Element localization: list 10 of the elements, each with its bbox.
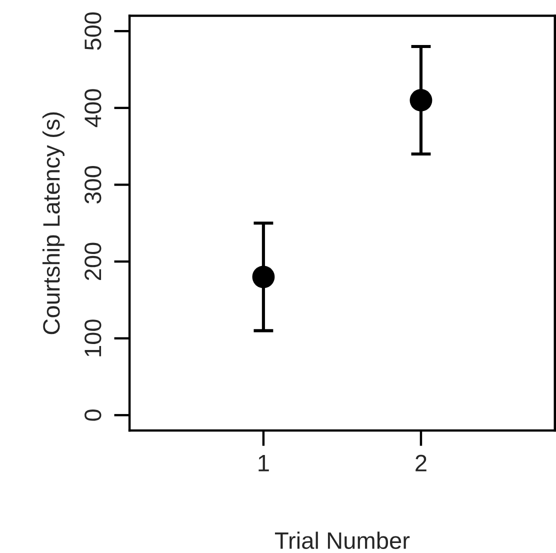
- y-axis-title: Courtship Latency (s): [42, 112, 64, 334]
- x-tick-label: 2: [416, 454, 426, 472]
- y-tick-label: 0: [84, 410, 102, 421]
- y-tick-label: 400: [84, 89, 102, 128]
- y-tick-label: 200: [84, 242, 102, 280]
- x-axis-title: Trial Number: [274, 532, 410, 550]
- y-tick-label: 500: [84, 12, 102, 50]
- y-tick-label: 300: [84, 166, 102, 204]
- x-tick-label: 1: [258, 454, 269, 472]
- y-tick-label: 100: [84, 320, 102, 356]
